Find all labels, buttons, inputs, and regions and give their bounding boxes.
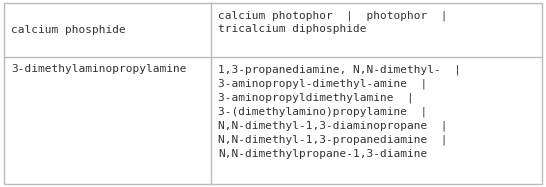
Text: calcium photophor  |  photophor  |
tricalcium diphosphide: calcium photophor | photophor | tricalci… <box>218 10 448 34</box>
Text: 1,3-propanediamine, N,N-dimethyl-  |
3-aminopropyl-dimethyl-amine  |
3-aminoprop: 1,3-propanediamine, N,N-dimethyl- | 3-am… <box>218 64 461 159</box>
Text: 3-dimethylaminopropylamine: 3-dimethylaminopropylamine <box>11 64 187 74</box>
Text: calcium phosphide: calcium phosphide <box>11 25 126 35</box>
